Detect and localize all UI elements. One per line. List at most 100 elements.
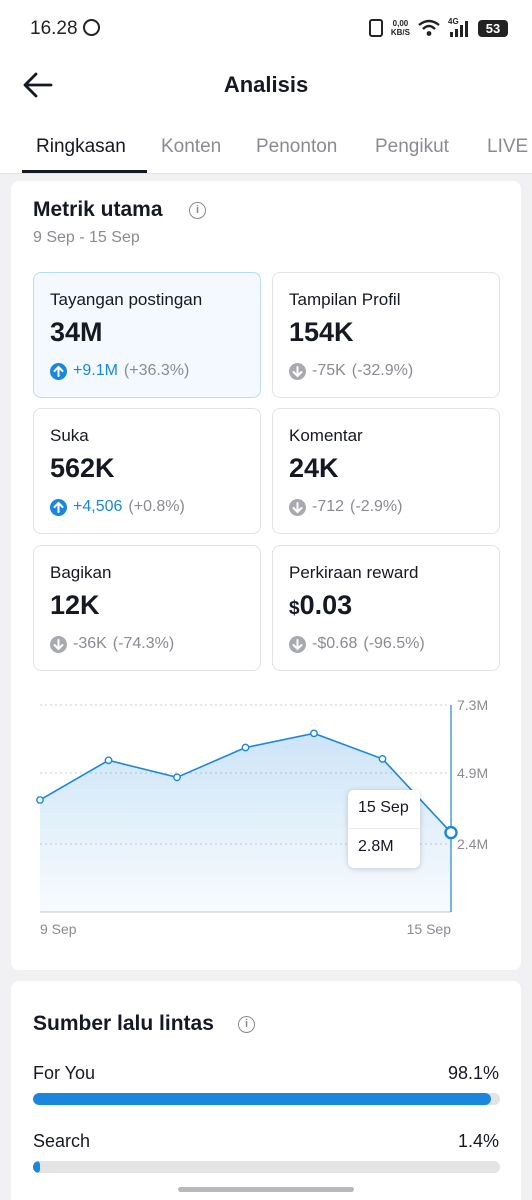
network-speed-value: 0,00: [392, 19, 409, 28]
metric-change: +9.1M (+36.3%): [50, 362, 189, 380]
data-point: [310, 729, 318, 738]
metric-value: 24K: [289, 453, 339, 483]
tab-bar: Ringkasan Konten Penonton Pengikut LIVE: [0, 130, 532, 174]
source-label-for-you: For You: [33, 1063, 96, 1083]
source-label-search: Search: [33, 1131, 91, 1151]
metric-change: -36K (-74.3%): [50, 635, 174, 653]
metric-card-suka[interactable]: Suka 562K +4,506 (+0.8%): [33, 408, 261, 534]
metric-card-komentar[interactable]: Komentar 24K -712 (-2.9%): [272, 408, 500, 534]
metric-change-value: -712: [312, 498, 345, 515]
metric-change: -$0.68 (-96.5%): [289, 635, 425, 653]
metric-change: -712 (-2.9%): [289, 498, 402, 516]
metric-change-percent: (-96.5%): [363, 635, 425, 652]
x-tick-label: 9 Sep: [40, 921, 77, 937]
top-area: 16.28 0,00 KB/S 4G 53: [0, 0, 532, 174]
arrow-down-circle-icon: [50, 635, 67, 653]
metric-value-number: 0.03: [299, 590, 353, 620]
data-point: [444, 825, 458, 840]
metric-value: 562K: [50, 453, 115, 483]
y-tick-label: 4.9M: [457, 765, 488, 781]
metric-label: Komentar: [289, 426, 363, 445]
tooltip-date: 15 Sep: [358, 799, 409, 816]
source-bar-fill: [33, 1161, 40, 1173]
metric-change-percent: (+0.8%): [128, 498, 185, 515]
network-type: 4G: [448, 17, 459, 26]
metric-change-percent: (-2.9%): [350, 498, 403, 515]
network-speed: 0,00 KB/S: [391, 19, 410, 37]
metric-label: Bagikan: [50, 563, 112, 582]
metric-label: Perkiraan reward: [289, 563, 419, 582]
currency-symbol: $: [289, 598, 300, 619]
metric-change-percent: (-32.9%): [351, 362, 414, 379]
metric-value: 12K: [50, 590, 100, 620]
key-metrics-card: Metrik utama i 9 Sep - 15 Sep Tayangan p…: [11, 181, 521, 970]
data-point: [173, 773, 181, 782]
source-bar-for-you: [33, 1093, 500, 1105]
metric-label: Tayangan postingan: [50, 290, 203, 309]
tooltip-divider: [348, 828, 420, 829]
metric-label: Tampilan Profil: [289, 290, 401, 309]
traffic-sources-card: Sumber lalu lintas i For You 98.1% Searc…: [11, 981, 521, 1200]
status-time: 16.28: [30, 18, 78, 39]
traffic-sources-title: Sumber lalu lintas: [33, 1012, 214, 1035]
source-percent-for-you: 98.1%: [447, 1063, 499, 1083]
wifi-icon: [418, 19, 440, 36]
date-range: 9 Sep - 15 Sep: [33, 229, 140, 246]
tab-penonton[interactable]: Penonton: [256, 136, 338, 157]
metric-card-perkiraan-reward[interactable]: Perkiraan reward $0.03 -$0.68 (-96.5%): [272, 545, 500, 671]
info-icon[interactable]: i: [189, 202, 206, 219]
metric-value: 154K: [289, 317, 354, 347]
arrow-left-icon[interactable]: [22, 70, 54, 100]
metric-change-value: -36K: [73, 635, 107, 652]
key-metrics-title: Metrik utama: [33, 198, 163, 221]
metric-change: -75K (-32.9%): [289, 362, 413, 380]
x-tick-label: 15 Sep: [407, 921, 452, 937]
vibrate-icon: [368, 19, 383, 37]
battery-icon: 53: [478, 19, 508, 37]
arrow-down-circle-icon: [289, 362, 306, 380]
metric-change-value: -75K: [312, 362, 346, 379]
source-bar-search: [33, 1161, 500, 1173]
y-tick-label: 7.3M: [457, 697, 488, 713]
metric-change-percent: (+36.3%): [123, 362, 190, 379]
metric-change: +4,506 (+0.8%): [50, 498, 185, 516]
source-percent-search: 1.4%: [457, 1131, 499, 1151]
metric-value: 34M: [50, 317, 103, 347]
tab-pengikut[interactable]: Pengikut: [375, 136, 449, 157]
status-bar: 16.28 0,00 KB/S 4G 53: [0, 0, 532, 56]
source-bar-fill: [33, 1093, 492, 1105]
cellular-signal-icon: 4G: [448, 17, 470, 37]
views-area-chart[interactable]: 7.3M 4.9M 2.4M 9 Sep 15 Sep: [11, 681, 521, 951]
whatsapp-notification-icon: [83, 19, 100, 36]
data-point: [241, 743, 250, 752]
data-point: [36, 796, 44, 804]
metric-change-value: -$0.68: [312, 635, 358, 652]
data-point: [104, 756, 113, 765]
status-icons: 0,00 KB/S 4G 53: [368, 17, 508, 39]
arrow-up-circle-icon: [50, 362, 67, 380]
metric-change-value: +9.1M: [73, 362, 118, 379]
arrow-down-circle-icon: [289, 498, 306, 516]
info-icon[interactable]: i: [238, 1016, 255, 1033]
metric-label: Suka: [50, 426, 89, 445]
area-fill: [40, 733, 451, 912]
metric-card-tayangan-postingan[interactable]: Tayangan postingan 34M +9.1M (+36.3%): [33, 272, 261, 398]
metric-card-bagikan[interactable]: Bagikan 12K -36K (-74.3%): [33, 545, 261, 671]
data-point: [378, 754, 387, 763]
metric-card-tampilan-profil[interactable]: Tampilan Profil 154K -75K (-32.9%): [272, 272, 500, 398]
active-tab-indicator: [22, 170, 147, 173]
y-tick-label: 2.4M: [457, 836, 488, 852]
tooltip-value: 2.8M: [358, 838, 394, 855]
arrow-up-circle-icon: [50, 498, 67, 516]
metric-value: $0.03: [289, 590, 352, 621]
page-title: Analisis: [223, 72, 309, 97]
tab-konten[interactable]: Konten: [161, 136, 222, 157]
chart-tooltip: 15 Sep 2.8M: [348, 790, 420, 868]
metric-change-value: +4,506: [73, 498, 123, 515]
home-indicator[interactable]: [178, 1187, 354, 1192]
tab-ringkasan[interactable]: Ringkasan: [36, 136, 126, 157]
arrow-down-circle-icon: [289, 635, 306, 653]
network-speed-unit: KB/S: [390, 28, 410, 37]
tab-live[interactable]: LIVE: [487, 136, 529, 157]
metric-change-percent: (-74.3%): [112, 635, 175, 652]
